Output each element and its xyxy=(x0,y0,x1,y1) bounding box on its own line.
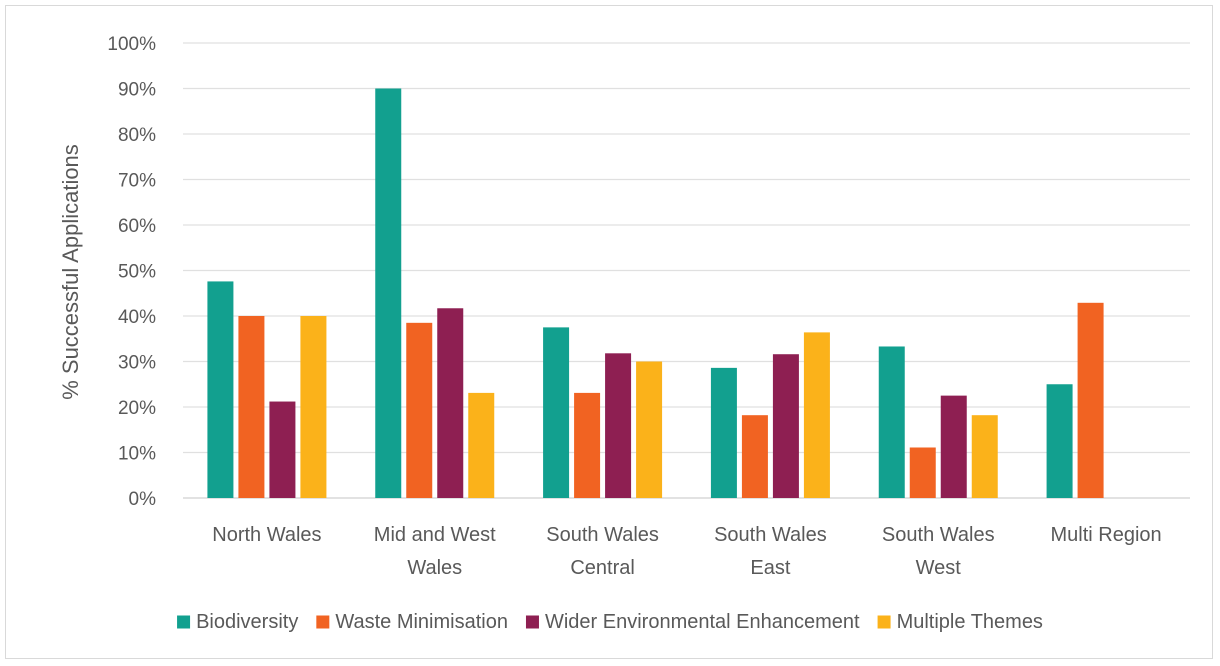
legend-swatch xyxy=(177,615,191,629)
bar-multiple-themes xyxy=(636,361,663,498)
x-category-label: Multi Region xyxy=(1050,524,1161,546)
legend-item: Waste Minimisation xyxy=(316,611,508,633)
bar-wider-environmental-enhancement xyxy=(605,353,632,498)
y-tick-label: 50% xyxy=(118,262,156,283)
y-tick-label: 90% xyxy=(118,80,156,101)
bar-waste-minimisation xyxy=(574,392,601,498)
x-category-label: Mid and West xyxy=(374,524,496,546)
y-tick-label: 10% xyxy=(118,444,156,465)
bar-waste-minimisation xyxy=(238,316,265,498)
legend-swatch xyxy=(525,615,539,629)
x-category-label: East xyxy=(750,557,790,579)
bar-multiple-themes xyxy=(971,415,998,498)
bar-wider-environmental-enhancement xyxy=(437,308,464,498)
bar-multiple-themes xyxy=(803,332,830,498)
y-tick-label: 30% xyxy=(118,353,156,374)
bar-wider-environmental-enhancement xyxy=(269,401,296,498)
y-tick-label: 100% xyxy=(107,34,156,55)
bar-biodiversity xyxy=(878,346,905,498)
legend-item: Biodiversity xyxy=(177,611,298,633)
bars xyxy=(207,88,1104,498)
bar-waste-minimisation xyxy=(909,447,936,498)
y-tick-label: 0% xyxy=(129,489,157,510)
legend-label: Biodiversity xyxy=(196,611,298,633)
y-tick-label: 40% xyxy=(118,307,156,328)
legend-swatch xyxy=(316,615,330,629)
legend-label: Wider Environmental Enhancement xyxy=(545,611,860,633)
x-category-label: Wales xyxy=(407,557,462,579)
bar-biodiversity xyxy=(207,281,234,498)
chart-frame xyxy=(5,5,1213,659)
x-axis-categories: North Wales Mid and West Wales South Wales C… xyxy=(212,524,1161,579)
legend-label: Multiple Themes xyxy=(897,611,1043,633)
bar-multiple-themes xyxy=(300,316,327,498)
bar-waste-minimisation xyxy=(741,415,768,498)
bar-biodiversity xyxy=(710,367,737,498)
x-category-label: South Wales xyxy=(546,524,659,546)
y-axis-ticks: 0% 10% 20% 30% 40% 50% 60% 70% 80% 90% 100% xyxy=(107,34,156,510)
bar-waste-minimisation xyxy=(406,322,433,498)
legend-swatch xyxy=(877,615,891,629)
bar-biodiversity xyxy=(375,88,402,498)
y-tick-label: 70% xyxy=(118,171,156,192)
y-tick-label: 20% xyxy=(118,398,156,419)
y-tick-label: 60% xyxy=(118,216,156,237)
x-category-label: South Wales xyxy=(714,524,827,546)
bar-waste-minimisation xyxy=(1077,302,1104,498)
bar-multiple-themes xyxy=(468,392,495,498)
bar-biodiversity xyxy=(1046,384,1073,498)
gridlines xyxy=(183,42,1190,499)
bar-wider-environmental-enhancement xyxy=(772,354,799,498)
legend-label: Waste Minimisation xyxy=(335,611,508,633)
x-category-label: South Wales xyxy=(882,524,995,546)
x-category-label: North Wales xyxy=(212,524,321,546)
x-category-label: Central xyxy=(570,557,634,579)
legend-item: Multiple Themes xyxy=(877,611,1043,633)
y-tick-label: 80% xyxy=(118,125,156,146)
x-category-label: West xyxy=(916,557,962,579)
legend-item: Wider Environmental Enhancement xyxy=(525,611,860,633)
bar-wider-environmental-enhancement xyxy=(940,395,967,498)
legend: Biodiversity Waste Minimisation Wider Envi… xyxy=(177,611,1043,633)
y-axis-title: % Successful Applications xyxy=(58,144,83,400)
bar-biodiversity xyxy=(543,327,570,498)
